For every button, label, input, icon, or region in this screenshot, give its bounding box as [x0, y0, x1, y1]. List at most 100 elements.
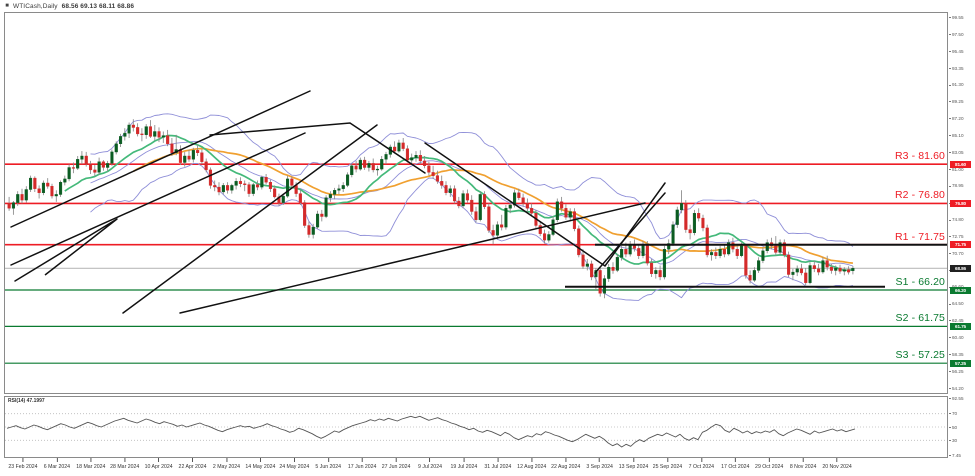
tick-mark: [633, 458, 635, 462]
price-axis-tick: 60.40: [949, 334, 975, 341]
date-axis-tick: 27 Jun 2024: [382, 458, 410, 470]
level-label-r2: R2 - 76.80: [894, 189, 945, 202]
tick-mark: [497, 458, 499, 462]
date-axis-tick: 28 Mar 2024: [110, 458, 139, 470]
date-axis-tick: 13 Sep 2024: [619, 458, 648, 470]
price-tag-s3: 57.25: [950, 359, 971, 367]
rsi-legend: RSI(14) 47.1997: [8, 398, 45, 404]
price-tag-r2: 76.80: [950, 199, 971, 207]
level-label-r1: R1 - 71.75: [894, 230, 945, 243]
price-axis-tick: 95.45: [949, 48, 975, 55]
current-price-tag: 68.86: [950, 264, 971, 272]
date-axis-tick: 18 Mar 2024: [76, 458, 105, 470]
date-axis-tick: 5 Jun 2024: [315, 458, 341, 470]
tick-mark: [225, 458, 227, 462]
tick-mark: [56, 458, 58, 462]
price-axis-tick: 97.50: [949, 31, 975, 38]
date-axis-tick: 22 Apr 2024: [179, 458, 207, 470]
date-axis-tick: 24 May 2024: [279, 458, 309, 470]
tick-mark: [599, 458, 601, 462]
date-axis-tick: 17 Jun 2024: [348, 458, 376, 470]
date-axis-tick: 31 Jul 2024: [484, 458, 511, 470]
date-axis-tick: 2 May 2024: [213, 458, 240, 470]
level-label-s3: S3 - 57.25: [895, 349, 945, 362]
tick-mark: [768, 458, 770, 462]
tick-mark: [22, 458, 24, 462]
tick-mark: [463, 458, 465, 462]
level-label-s2: S2 - 61.75: [895, 312, 945, 325]
date-axis-tick: 25 Sep 2024: [653, 458, 682, 470]
price-axis-tick: 91.30: [949, 81, 975, 88]
ohlc-values: 68.56 69.13 68.11 68.86: [61, 2, 135, 10]
rsi-line-svg: [5, 413, 947, 448]
tick-mark: [700, 458, 702, 462]
price-axis-tick: 99.55: [949, 14, 975, 21]
date-axis-tick: 9 Jul 2024: [418, 458, 442, 470]
price-axis-tick: 93.35: [949, 65, 975, 72]
price-tag-s1: 66.20: [950, 286, 971, 294]
tick-mark: [327, 458, 329, 462]
collapse-icon[interactable]: ■: [5, 3, 9, 9]
level-label-s1: S1 - 66.20: [895, 276, 945, 289]
rsi-axis-tick: 7.45: [949, 452, 975, 459]
date-axis-tick: 10 Apr 2024: [145, 458, 173, 470]
tick-mark: [90, 458, 92, 462]
price-axis-tick: 62.45: [949, 317, 975, 324]
tick-mark: [836, 458, 838, 462]
date-axis-tick: 3 Sep 2024: [586, 458, 613, 470]
tick-mark: [531, 458, 533, 462]
price-axis-tick: 83.05: [949, 149, 975, 156]
rsi-axis-tick: 92.55: [949, 395, 975, 402]
price-axis-tick: 78.95: [949, 182, 975, 189]
price-axis-tick: 70.70: [949, 250, 975, 257]
date-axis-tick: 7 Oct 2024: [689, 458, 714, 470]
rsi-axis-tick: 50: [949, 424, 975, 431]
tick-mark: [361, 458, 363, 462]
date-axis-tick: 6 Mar 2024: [44, 458, 70, 470]
price-candlestick-svg: [5, 90, 947, 364]
symbol-label: WTICash,Daily: [13, 2, 58, 10]
tick-mark: [666, 458, 668, 462]
date-axis-tick: 23 Feb 2024: [8, 458, 38, 470]
price-tag-r3: 81.60: [950, 160, 971, 168]
rsi-plot-area[interactable]: [5, 397, 947, 457]
tick-mark: [565, 458, 567, 462]
level-label-r3: R3 - 81.60: [894, 150, 945, 163]
tick-mark: [734, 458, 736, 462]
price-axis-tick: 81.00: [949, 166, 975, 173]
date-axis-tick: 17 Oct 2024: [721, 458, 749, 470]
price-axis-tick: 87.20: [949, 115, 975, 122]
price-plot-area[interactable]: [5, 13, 947, 393]
date-axis-tick: 12 Aug 2024: [517, 458, 546, 470]
tick-mark: [192, 458, 194, 462]
price-axis-tick: 54.20: [949, 385, 975, 392]
date-axis-tick: 20 Nov 2024: [822, 458, 852, 470]
tick-mark: [259, 458, 261, 462]
price-axis-tick: 64.50: [949, 300, 975, 307]
price-tag-r1: 71.75: [950, 241, 971, 249]
price-axis-tick: 56.25: [949, 368, 975, 375]
tick-mark: [395, 458, 397, 462]
rsi-axis-tick: 70: [949, 410, 975, 417]
tick-mark: [429, 458, 431, 462]
tick-mark: [158, 458, 160, 462]
price-axis-tick: 74.80: [949, 216, 975, 223]
date-axis-tick: 19 Jul 2024: [450, 458, 477, 470]
tick-mark: [124, 458, 126, 462]
price-tag-s2: 61.75: [950, 322, 971, 330]
chart-header: ■ WTICash,Daily 68.56 69.13 68.11 68.86: [0, 0, 975, 12]
price-axis-tick: 85.10: [949, 132, 975, 139]
price-axis-tick: 58.35: [949, 351, 975, 358]
price-axis-tick: 89.25: [949, 98, 975, 105]
date-axis-tick: 29 Oct 2024: [755, 458, 783, 470]
tick-mark: [802, 458, 804, 462]
date-axis-tick: 14 May 2024: [245, 458, 275, 470]
date-axis-tick: 8 Nov 2024: [790, 458, 816, 470]
rsi-axis-tick: 30: [949, 437, 975, 444]
date-axis[interactable]: 23 Feb 2024 6 Mar 2024 18 Mar 2024 28 Mar 2…: [4, 458, 948, 476]
price-axis[interactable]: 99.55 97.50 95.45 93.35 91.30 89.25 87.20 85.10…: [949, 12, 975, 394]
tick-mark: [293, 458, 295, 462]
price-axis-tick: 72.75: [949, 233, 975, 240]
rsi-axis: 92.55 70 50 30 7.45: [949, 396, 975, 458]
